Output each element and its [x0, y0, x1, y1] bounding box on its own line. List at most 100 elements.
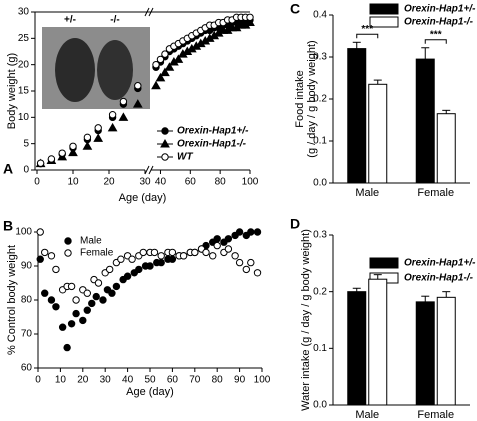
marker: [83, 306, 91, 314]
y-tick-label: 15: [18, 86, 30, 97]
marker: [160, 67, 170, 77]
marker: [191, 248, 199, 257]
marker: [253, 269, 262, 277]
marker: [173, 54, 184, 63]
y-tick-label: 0.1: [313, 136, 327, 147]
marker: [161, 50, 169, 58]
panel-label: A: [3, 161, 13, 177]
marker: [117, 255, 125, 263]
significance: ***: [430, 29, 442, 40]
legend-label: Orexin-Hap1-/-: [404, 273, 474, 284]
marker: [41, 289, 49, 297]
bar: [368, 83, 388, 184]
legend-label: Orexin-Hap1+/-: [404, 4, 476, 15]
marker: [202, 248, 210, 257]
y-tick-label: 0.4: [313, 10, 327, 21]
marker: [247, 258, 255, 267]
marker: [151, 80, 161, 90]
legend-swatch: [369, 257, 399, 269]
marker: [92, 292, 100, 301]
marker: [132, 99, 143, 108]
bar: [415, 58, 435, 184]
x-tick-label: 30: [139, 177, 151, 188]
x-tick-label: Female: [417, 187, 454, 199]
x-tick-label: 0: [34, 177, 40, 188]
y-tick-label: 0.1: [313, 343, 327, 354]
legend-swatch: [369, 3, 399, 15]
significance-bracket: [424, 39, 447, 44]
marker: [99, 296, 107, 304]
marker: [119, 97, 128, 106]
significance-bracket: [356, 33, 379, 39]
x-tick-label: 80: [215, 177, 227, 188]
bar: [368, 278, 388, 406]
marker: [82, 141, 93, 150]
marker: [69, 142, 77, 151]
x-tick-label: 20: [77, 375, 89, 386]
y-tick-label: 90: [21, 261, 33, 272]
marker: [213, 241, 221, 250]
x-tick-label: 20: [103, 177, 115, 188]
x-tick-label: 70: [189, 375, 201, 386]
marker: [58, 149, 66, 157]
x-tick-label: 80: [212, 375, 224, 386]
marker: [135, 265, 143, 274]
marker: [242, 265, 251, 274]
x-tick-label: 0: [35, 375, 41, 386]
marker: [67, 282, 76, 291]
marker: [152, 60, 160, 69]
marker: [155, 72, 166, 82]
legend-swatch: [369, 16, 399, 28]
marker: [168, 255, 177, 263]
marker: [47, 252, 56, 260]
y-axis-title: Body weight (g): [6, 53, 18, 129]
mouse: [55, 38, 95, 102]
marker: [245, 17, 255, 27]
y-tick-label: 0.3: [313, 52, 327, 63]
marker: [72, 296, 80, 304]
marker: [123, 272, 132, 280]
marker: [72, 309, 80, 318]
y-axis-title: Water intake (g / day / g body weight): [300, 229, 312, 411]
marker: [94, 279, 103, 287]
marker: [213, 235, 221, 243]
marker: [47, 296, 56, 304]
legend-marker: [64, 237, 72, 245]
marker: [224, 245, 233, 253]
marker: [52, 303, 60, 311]
y-tick-label: 20: [18, 59, 30, 70]
legend-label: Male: [80, 236, 102, 247]
marker: [58, 323, 67, 331]
marker: [93, 133, 104, 142]
x-axis-title: Age (day): [126, 386, 174, 398]
marker: [83, 289, 91, 297]
axis-break: [148, 165, 154, 175]
legend-label: Orexin-Hap1-/-: [177, 139, 247, 150]
marker: [209, 252, 217, 260]
x-tick-label: 90: [234, 375, 246, 386]
y-axis-title: % Control body weight: [6, 245, 18, 355]
marker: [157, 258, 165, 267]
marker: [164, 62, 175, 71]
legend-label: WT: [177, 152, 193, 163]
bar: [415, 301, 435, 406]
y-tick-label: 0.2: [313, 286, 327, 297]
marker: [47, 155, 56, 163]
marker: [246, 13, 254, 21]
y-tick-label: 80: [21, 295, 33, 306]
mouse: [97, 40, 133, 100]
x-tick-label: 40: [155, 177, 167, 188]
y-tick-label: 100: [15, 227, 32, 238]
y-tick-label: 70: [21, 329, 33, 340]
panel-label: B: [3, 218, 13, 234]
marker: [63, 343, 71, 352]
x-tick-label: 100: [242, 177, 259, 188]
marker: [253, 228, 262, 236]
marker: [157, 252, 165, 260]
marker: [36, 255, 44, 263]
panel-label: D: [290, 216, 300, 232]
x-tick-label: 30: [100, 375, 112, 386]
legend-marker: [64, 249, 72, 257]
x-tick-label: 100: [254, 375, 271, 386]
